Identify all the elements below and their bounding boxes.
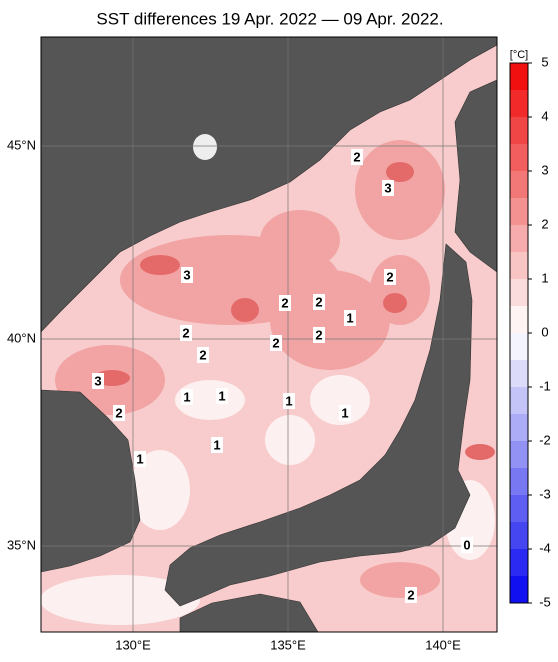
lat-label: 35°N [7,537,36,552]
lake [193,134,217,160]
contour-label-box [382,180,394,196]
contour-label: 2 [281,295,288,310]
colorbar-cell [510,387,528,414]
contour-label-box [181,389,193,405]
lon-label: 135°E [270,637,306,652]
lon-label: 130°E [115,637,151,652]
colorbar-tick-label: 4 [541,108,548,123]
contour-label-box [279,295,291,311]
contour-label: 2 [315,294,322,309]
colorbar-cell [510,279,528,306]
contour-label: 1 [285,393,292,408]
colorbar-cell [510,360,528,387]
contour-label-box [216,388,228,404]
lat-label: 40°N [7,330,36,345]
colorbar-cell [510,333,528,360]
title: SST differences 19 Apr. 2022 — 09 Apr. 2… [96,9,443,28]
contour-label: 1 [346,310,353,325]
colorbar-cell [510,441,528,468]
colorbar-cell [510,414,528,441]
contour-label: 1 [213,437,220,452]
colorbar-cell [510,198,528,225]
colorbar-cell [510,63,528,90]
contour-label-box [270,335,282,351]
colorbar-tick-label: 0 [541,324,548,339]
contour-label: 1 [183,389,190,404]
colorbar-tick-label: 1 [541,270,548,285]
map-frame [40,36,498,633]
colorbar-cell [510,252,528,279]
contour-label-box [134,451,146,467]
map-area [41,37,497,632]
contour-label-box [313,327,325,343]
lat-label: 45°N [7,137,36,152]
colorbar-tick-label: -4 [539,540,551,555]
contour-label-box [384,269,396,285]
land [41,37,497,632]
colorbar-tick-label: -3 [539,486,551,501]
colorbar-tick-label: 3 [541,162,548,177]
contour-label: 2 [182,325,189,340]
contour-label: 3 [183,267,190,282]
contour-label: 2 [315,327,322,342]
colorbar-tick-label: 5 [541,54,548,69]
contour-label-box [405,587,417,603]
colorbar-cell [510,522,528,549]
contour-label: 0 [463,537,470,552]
colorbar-cell [510,468,528,495]
contour-label-box [181,267,193,283]
contour-label: 2 [386,269,393,284]
contour-label: 3 [94,373,101,388]
contour-label-box [180,325,192,341]
contour-label: 2 [272,335,279,350]
colorbar-tick-label: 2 [541,216,548,231]
lon-label: 140°E [425,637,461,652]
contour-label-box [283,393,295,409]
colorbar-tick-label: -2 [539,432,551,447]
colorbar-cell [510,306,528,333]
contour-label: 3 [384,180,391,195]
contour-label: 2 [353,149,360,164]
contour-label: 2 [407,587,414,602]
contour-label-box [461,537,473,553]
contour-label-box [197,347,209,363]
colorbar-cell [510,576,528,603]
contour-label: 1 [341,405,348,420]
contour-label-box [92,373,104,389]
colorbar-tick-label: -1 [539,378,551,393]
colorbar-cell [510,171,528,198]
contour-label-box [313,294,325,310]
contour-label: 2 [115,405,122,420]
contour-label-box [344,310,356,326]
colorbar-cell [510,117,528,144]
contour-label-box [211,437,223,453]
colorbar-cell [510,495,528,522]
contour-label: 1 [218,388,225,403]
contour-label: 2 [199,347,206,362]
contour-label-box [113,405,125,421]
colorbar-cell [510,90,528,117]
colorbar-cell [510,549,528,576]
graticule [41,37,497,632]
colorbar-tick-label: -5 [539,594,551,609]
colorbar-unit: [°C] [510,49,528,61]
colorbar-cell [510,144,528,171]
colorbar-cell [510,225,528,252]
contour-label: 1 [136,451,143,466]
contour-label-box [351,149,363,165]
contour-label-box [339,405,351,421]
